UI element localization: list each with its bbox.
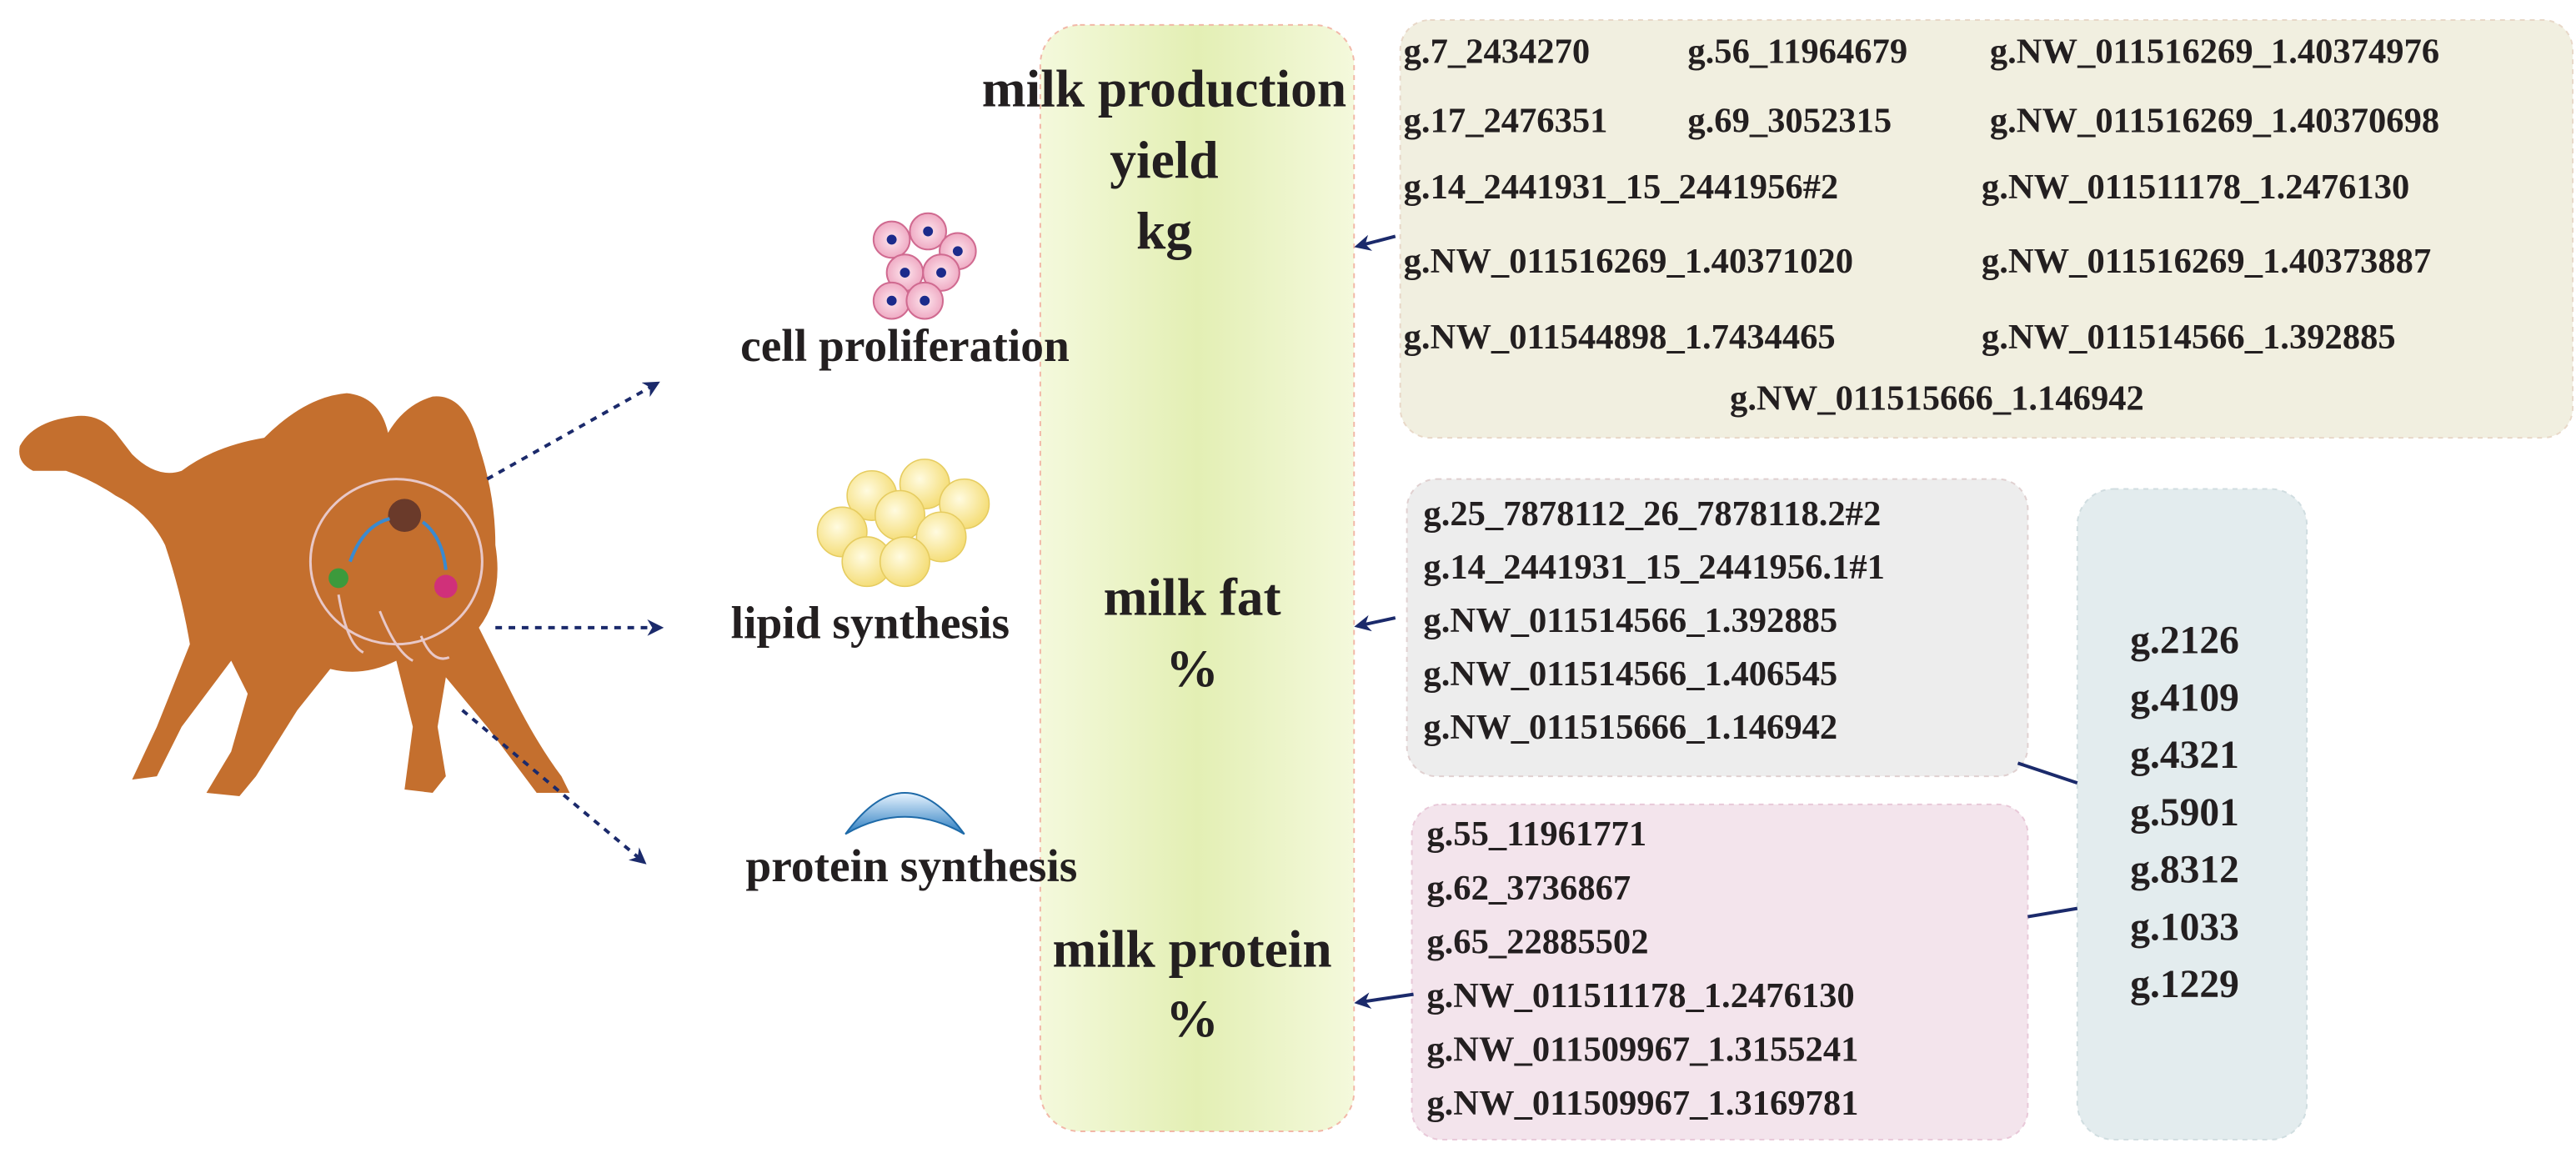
snp-label: g.62_3736867 — [1426, 869, 1631, 908]
production-box — [1399, 18, 2574, 439]
trait-label: kg — [1136, 202, 1192, 260]
snp-label: g.14_2441931_15_2441956.1#1 — [1423, 548, 1885, 587]
snp-label: g.65_22885502 — [1426, 922, 1648, 961]
gene-label: g.1033 — [2130, 905, 2239, 949]
snp-label: g.NW_011514566_1.406545 — [1423, 654, 1837, 694]
snp-label: g.69_3052315 — [1687, 102, 1892, 141]
gene-label: g.2126 — [2130, 619, 2239, 663]
process-label: cell proliferation — [740, 320, 1070, 371]
fat-box — [1406, 478, 2029, 778]
trait-column — [1039, 23, 1356, 1133]
trait-label: yield — [1110, 131, 1218, 189]
gene-label: g.4109 — [2130, 676, 2239, 719]
snp-label: g.NW_011514566_1.392885 — [1423, 601, 1837, 640]
snp-label: g.NW_011511178_1.2476130 — [1426, 976, 1854, 1015]
gene-label: g.4321 — [2130, 734, 2239, 777]
cell-nuclei — [886, 226, 963, 306]
gene-label: g.5901 — [2130, 791, 2239, 835]
snp-label: g.NW_011511178_1.2476130 — [1982, 168, 2409, 207]
cell — [434, 574, 458, 599]
protein-box — [1411, 803, 2029, 1140]
snp-label: g.NW_011516269_1.40371020 — [1404, 242, 1853, 281]
gene-label: g.8312 — [2130, 849, 2239, 892]
snp-label: g.NW_011515666_1.146942 — [1730, 378, 2144, 418]
snp-label: g.NW_011509967_1.3169781 — [1426, 1084, 1858, 1123]
gene-label: g.1229 — [2130, 963, 2239, 1006]
cell — [388, 499, 422, 533]
process-label: lipid synthesis — [731, 598, 1010, 649]
snp-label: g.56_11964679 — [1687, 32, 1907, 71]
trait-label: milk fat — [1104, 569, 1281, 627]
protein-icon — [844, 792, 965, 835]
arrow — [1354, 992, 1414, 1010]
snp-label: g.NW_011544898_1.7434465 — [1404, 318, 1836, 357]
cycle-arrow — [348, 517, 448, 570]
cell — [328, 568, 348, 589]
trait-label: milk production — [982, 60, 1346, 118]
snp-label: g.NW_011516269_1.40373887 — [1982, 242, 2431, 281]
arrow — [486, 381, 660, 481]
fat-icon — [816, 459, 990, 588]
snp-label: g.14_2441931_15_2441956#2 — [1404, 168, 1839, 207]
snp-label: g.55_11961771 — [1426, 815, 1646, 854]
mammary-gland — [308, 478, 484, 662]
connector — [2027, 906, 2078, 919]
trait-label: % — [1165, 990, 1218, 1048]
trait-label: % — [1165, 639, 1218, 698]
connector — [2017, 761, 2078, 785]
snp-label: g.7_2434270 — [1404, 32, 1591, 71]
camel — [19, 393, 570, 796]
snp-label: g.17_2476351 — [1404, 102, 1608, 141]
snp-label: g.NW_011515666_1.146942 — [1423, 708, 1837, 747]
snp-label: g.NW_011516269_1.40374976 — [1990, 32, 2439, 71]
snp-label: g.25_7878112_26_7878118.2#2 — [1423, 494, 1881, 534]
trait-label: milk protein — [1053, 920, 1332, 979]
snp-label: g.NW_011516269_1.40370698 — [1990, 102, 2439, 141]
snp-label: g.NW_011509967_1.3155241 — [1426, 1030, 1858, 1070]
arrow — [1354, 234, 1396, 251]
process-label: protein synthesis — [745, 840, 1077, 891]
arrow — [1354, 614, 1396, 632]
snp-label: g.NW_011514566_1.392885 — [1982, 318, 2396, 357]
gene-box — [2076, 488, 2308, 1140]
